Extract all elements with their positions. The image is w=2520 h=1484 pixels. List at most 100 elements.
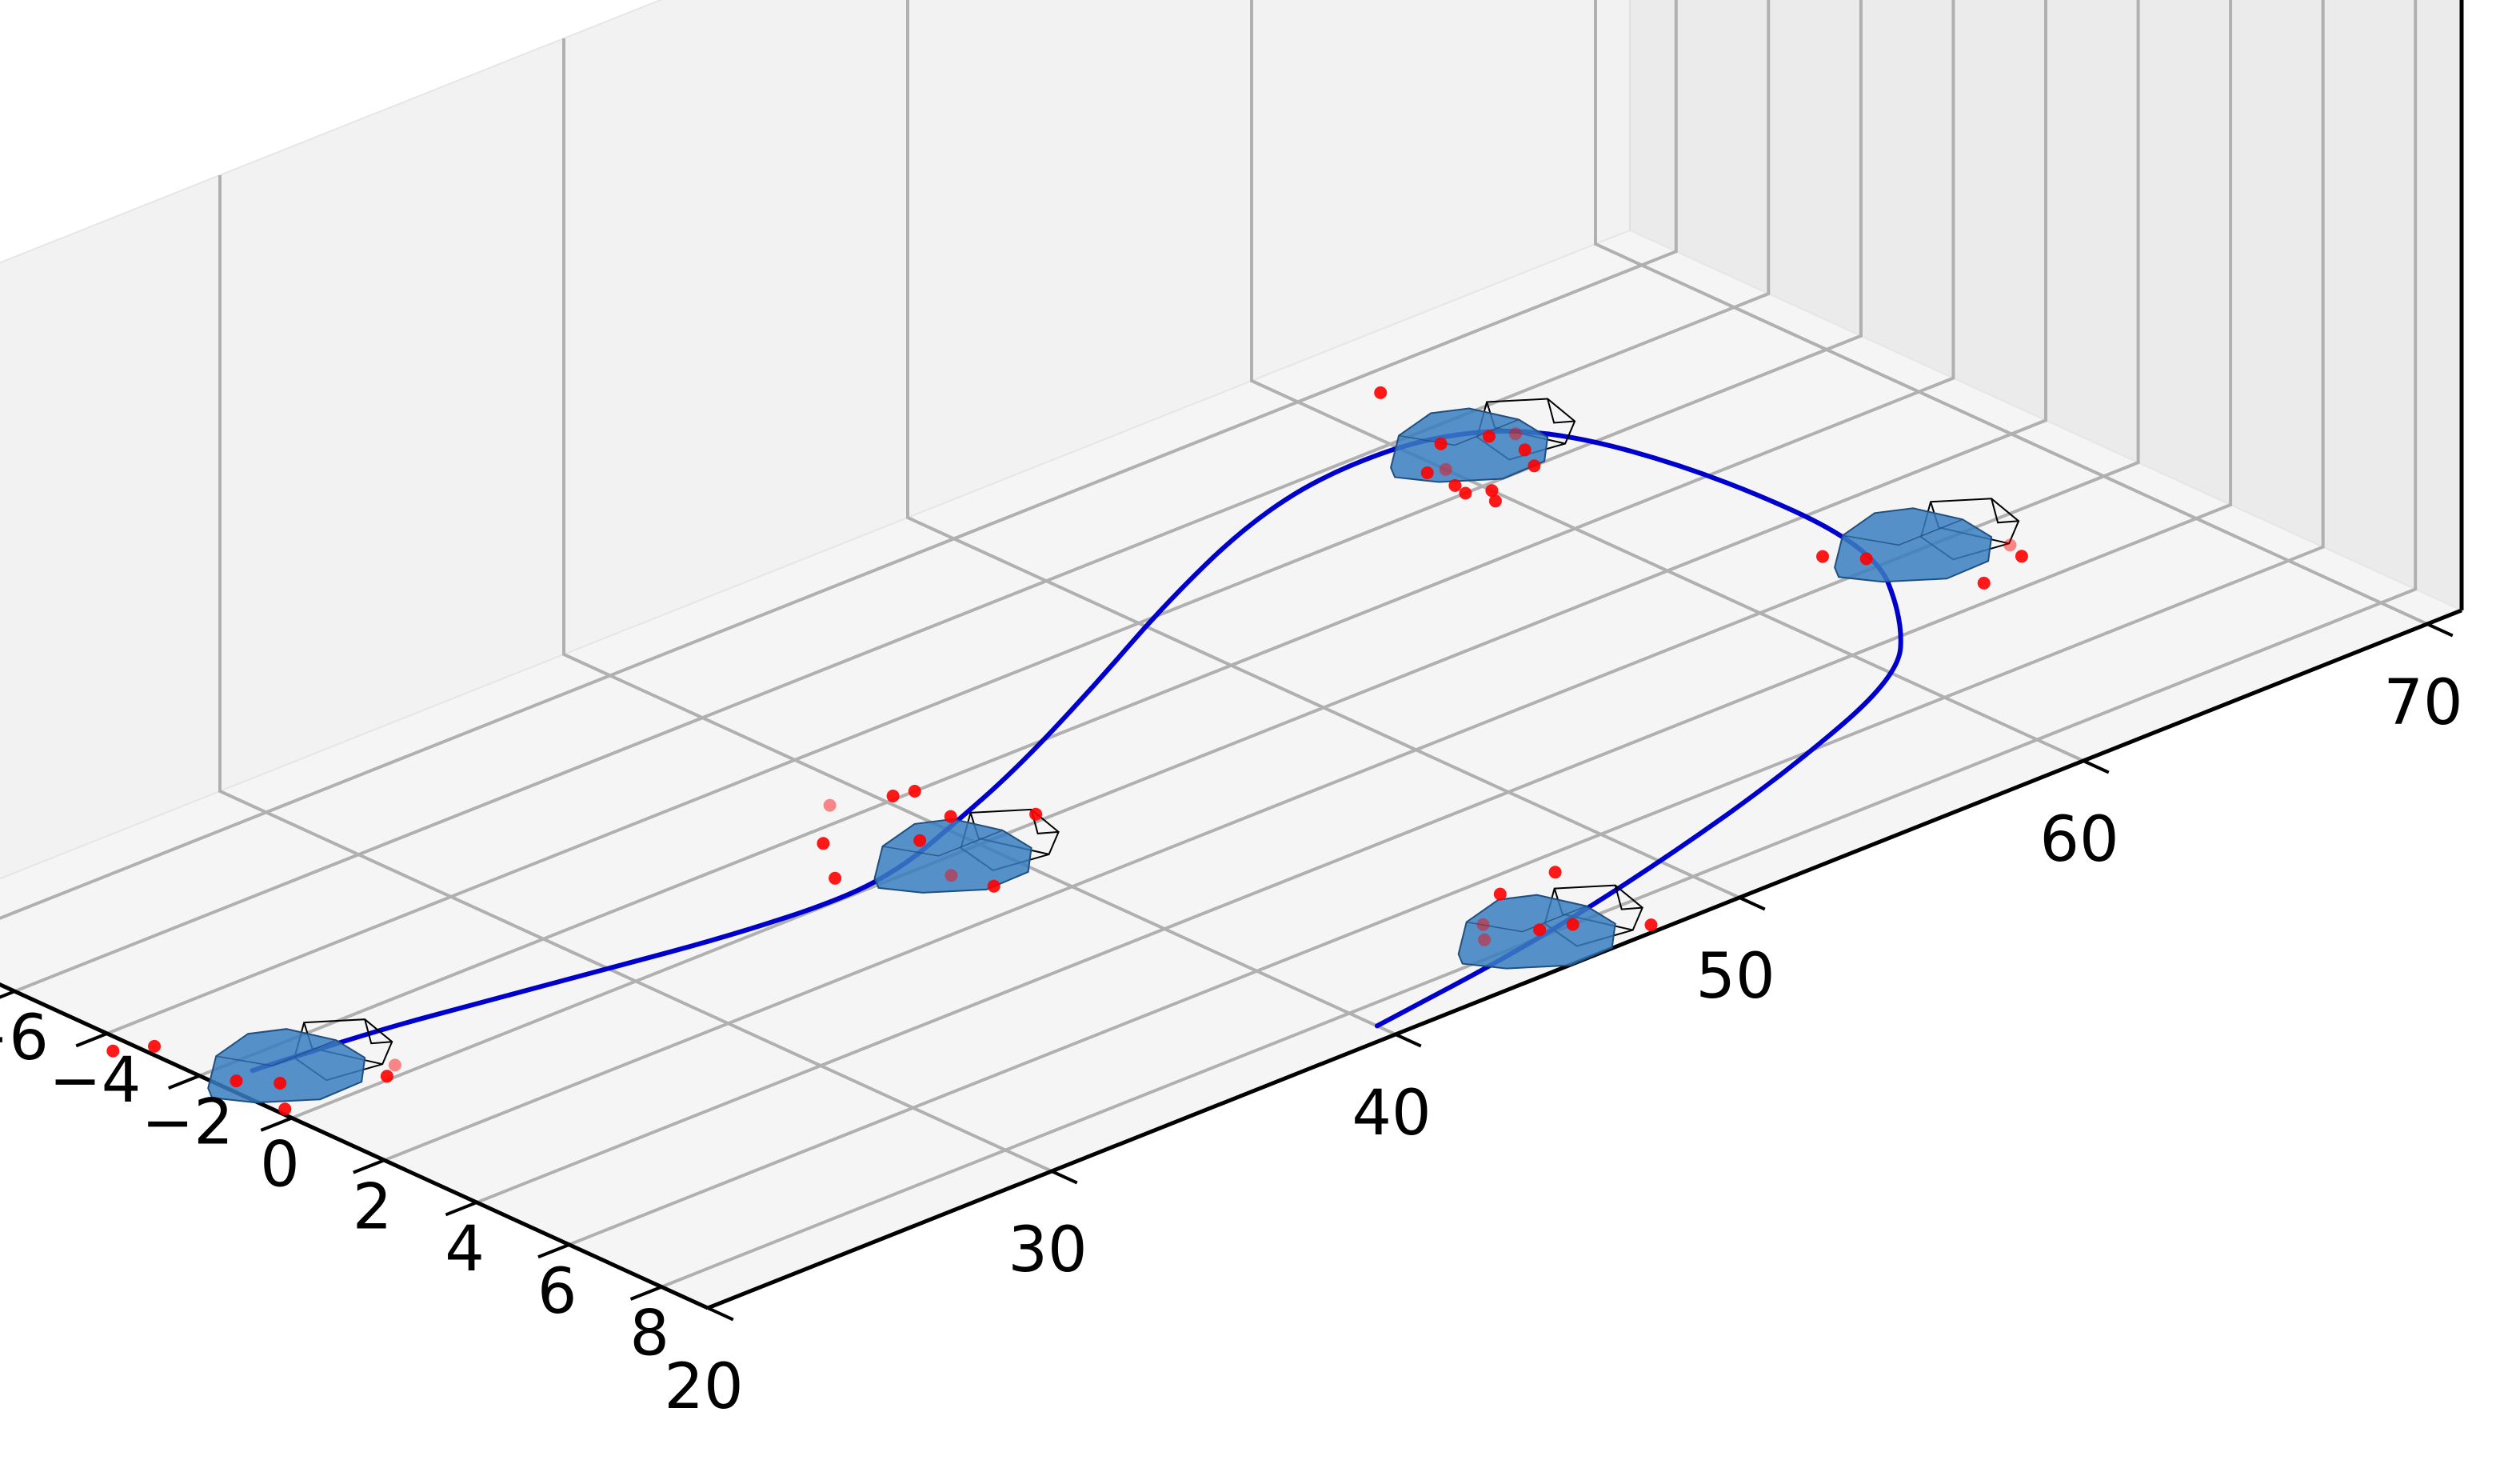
grid-line-x bbox=[476, 0, 2233, 1204]
grid-line-y bbox=[1250, 0, 2084, 762]
red-point bbox=[1483, 430, 1496, 443]
grid-line-y bbox=[562, 38, 1396, 1036]
grid-line-x bbox=[106, 0, 1863, 1035]
red-point bbox=[1439, 462, 1452, 476]
red-point bbox=[1548, 866, 1562, 879]
red-point bbox=[274, 1077, 287, 1090]
vehicle-mesh bbox=[1842, 518, 1963, 546]
red-point bbox=[2003, 538, 2017, 552]
red-point bbox=[1859, 552, 1873, 566]
red-point bbox=[944, 810, 957, 823]
red-point bbox=[2015, 550, 2028, 563]
x-tick bbox=[353, 1158, 385, 1174]
red-point bbox=[1459, 486, 1472, 500]
grid-line-x bbox=[291, 0, 2047, 1120]
y-tick bbox=[1739, 896, 1766, 911]
vehicle-mesh bbox=[1398, 418, 1520, 446]
grid-line-y bbox=[218, 175, 1052, 1173]
x-tick-label: −6 bbox=[0, 1002, 49, 1074]
red-point bbox=[1448, 478, 1462, 492]
x-tick-label: 4 bbox=[445, 1214, 485, 1286]
y-tick-label: 30 bbox=[1008, 1214, 1087, 1286]
red-point bbox=[886, 790, 900, 802]
red-point bbox=[1528, 459, 1541, 473]
x-tick bbox=[75, 1032, 108, 1048]
x-tick bbox=[260, 1116, 293, 1132]
y-tick-label: 20 bbox=[664, 1351, 743, 1423]
y-tick bbox=[1395, 1033, 1422, 1048]
vehicle bbox=[1834, 498, 2020, 583]
red-point bbox=[1374, 386, 1388, 399]
red-point bbox=[1977, 576, 1991, 590]
vehicle bbox=[207, 1018, 393, 1104]
red-point bbox=[230, 1074, 243, 1088]
red-point bbox=[1476, 918, 1490, 931]
y-tick bbox=[707, 1306, 734, 1322]
x-tick bbox=[629, 1285, 662, 1301]
grid-line-x bbox=[14, 0, 1771, 994]
x-tick bbox=[168, 1074, 201, 1090]
grid-line-x bbox=[661, 0, 2418, 1289]
axis-ticks bbox=[0, 622, 2454, 1322]
y-tick bbox=[2426, 622, 2454, 638]
axis-panes bbox=[0, 0, 2464, 1310]
grid-line-x bbox=[198, 0, 1955, 1078]
points-layer bbox=[106, 386, 2028, 1116]
vehicle-box-edge bbox=[1614, 885, 1643, 910]
red-point bbox=[278, 1102, 292, 1116]
grid-line-x bbox=[383, 0, 2140, 1162]
red-point bbox=[1816, 550, 1829, 563]
y-tick-label: 60 bbox=[2039, 804, 2119, 876]
vehicle-mesh bbox=[882, 830, 1003, 857]
red-point bbox=[380, 1070, 393, 1083]
red-point bbox=[388, 1058, 401, 1072]
x-tick-label: 0 bbox=[260, 1130, 300, 1202]
red-point bbox=[1518, 443, 1532, 457]
x-tick bbox=[445, 1201, 477, 1217]
red-point bbox=[106, 1044, 120, 1058]
x-tick-label: −4 bbox=[49, 1045, 141, 1117]
y-axis-tick-labels: 20 30 40 50 60 70 bbox=[664, 667, 2462, 1423]
red-point bbox=[1533, 923, 1547, 937]
red-point bbox=[1434, 437, 1448, 450]
red-point bbox=[1644, 918, 1658, 932]
y-tick-label: 40 bbox=[1352, 1078, 1431, 1150]
red-point bbox=[1029, 807, 1043, 821]
red-point bbox=[987, 879, 1000, 893]
red-point bbox=[1566, 918, 1579, 931]
vehicle bbox=[1390, 398, 1576, 483]
vehicles-layer bbox=[207, 398, 2020, 1104]
vehicle-hull bbox=[1834, 507, 1993, 583]
grid-line-x bbox=[568, 0, 2325, 1246]
y-tick-label: 70 bbox=[2383, 667, 2462, 739]
red-point bbox=[1478, 933, 1492, 946]
y-tick bbox=[1051, 1170, 1078, 1185]
grid-lines bbox=[0, 0, 2428, 1310]
red-point bbox=[829, 871, 842, 885]
y-tick bbox=[2083, 759, 2110, 774]
red-point bbox=[1488, 494, 1502, 508]
x-tick bbox=[0, 990, 16, 999]
vehicle-box-edge bbox=[1547, 398, 1575, 424]
trajectory-layer bbox=[250, 428, 1903, 1074]
vehicle-mesh bbox=[1466, 905, 1587, 933]
red-point bbox=[945, 869, 958, 882]
vehicle-box-edge bbox=[1991, 498, 2019, 524]
x-tick-label: 8 bbox=[629, 1298, 669, 1370]
grid-line-y bbox=[1594, 0, 2428, 626]
vehicle-mesh bbox=[216, 1039, 337, 1066]
y-tick-label: 50 bbox=[1695, 941, 1775, 1013]
red-point bbox=[913, 834, 927, 847]
vehicle-box-edge bbox=[364, 1018, 393, 1045]
x-tick-label: 2 bbox=[353, 1171, 393, 1243]
grid-line-y bbox=[906, 0, 1740, 899]
x-tick-label: −2 bbox=[142, 1087, 234, 1159]
red-point bbox=[1485, 484, 1499, 498]
grid-line-x bbox=[0, 0, 1678, 920]
x-tick bbox=[537, 1242, 570, 1259]
red-point bbox=[148, 1039, 161, 1053]
red-point bbox=[823, 798, 837, 812]
vehicle-hull bbox=[873, 818, 1032, 894]
